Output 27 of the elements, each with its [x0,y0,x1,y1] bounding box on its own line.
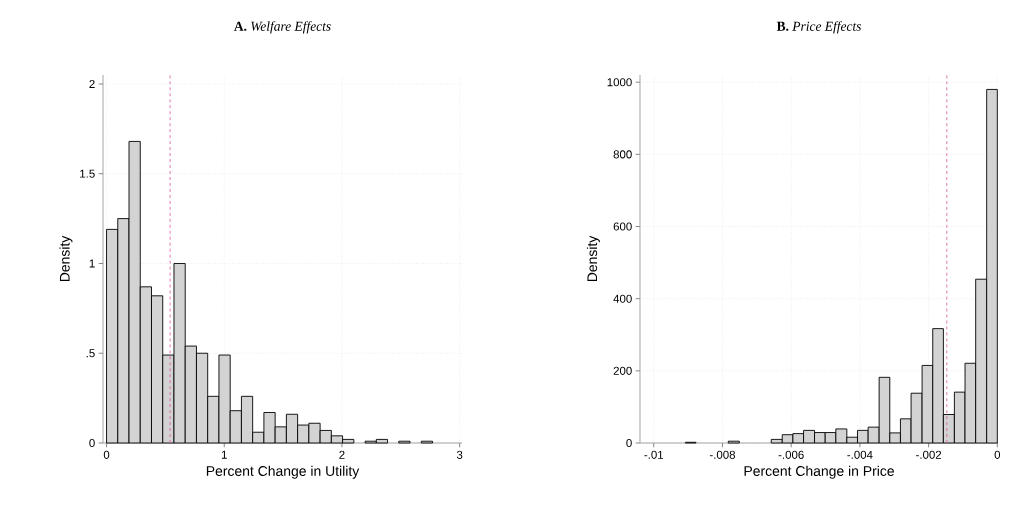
y-tick-label: 1 [89,259,95,268]
x-tick-label: -.008 [709,450,736,459]
x-axis-title: Percent Change in Price [744,465,894,479]
y-tick-label: 200 [613,366,632,375]
x-tick-label: 0 [994,450,1001,459]
y-tick-label: 400 [613,294,632,303]
y-tick-label: .5 [86,349,95,358]
x-tick-label: -.002 [916,450,942,459]
x-axis-title: Percent Change in Utility [206,465,360,479]
y-tick-label: 2 [89,79,95,88]
y-axis-title: Density [586,235,600,282]
chart-title: A. Welfare Effects [234,21,331,34]
y-tick-label: 1000 [607,78,632,87]
y-tick-label: 600 [613,222,632,231]
x-tick-label: 0 [103,450,110,459]
x-tick-label: -.01 [644,450,664,459]
chart-title: B. Price Effects [776,21,862,34]
y-tick-label: 800 [613,150,632,159]
x-tick-label: 2 [339,450,345,459]
y-tick-label: 0 [626,438,632,448]
y-tick-label: 1.5 [80,169,95,178]
x-tick-label: 1 [221,450,227,459]
x-tick-label: -.004 [847,450,873,459]
y-tick-label: 0 [89,438,95,448]
x-tick-label: 3 [456,450,463,459]
x-tick-label: -.006 [778,450,804,459]
y-axis-title: Density [59,235,73,282]
